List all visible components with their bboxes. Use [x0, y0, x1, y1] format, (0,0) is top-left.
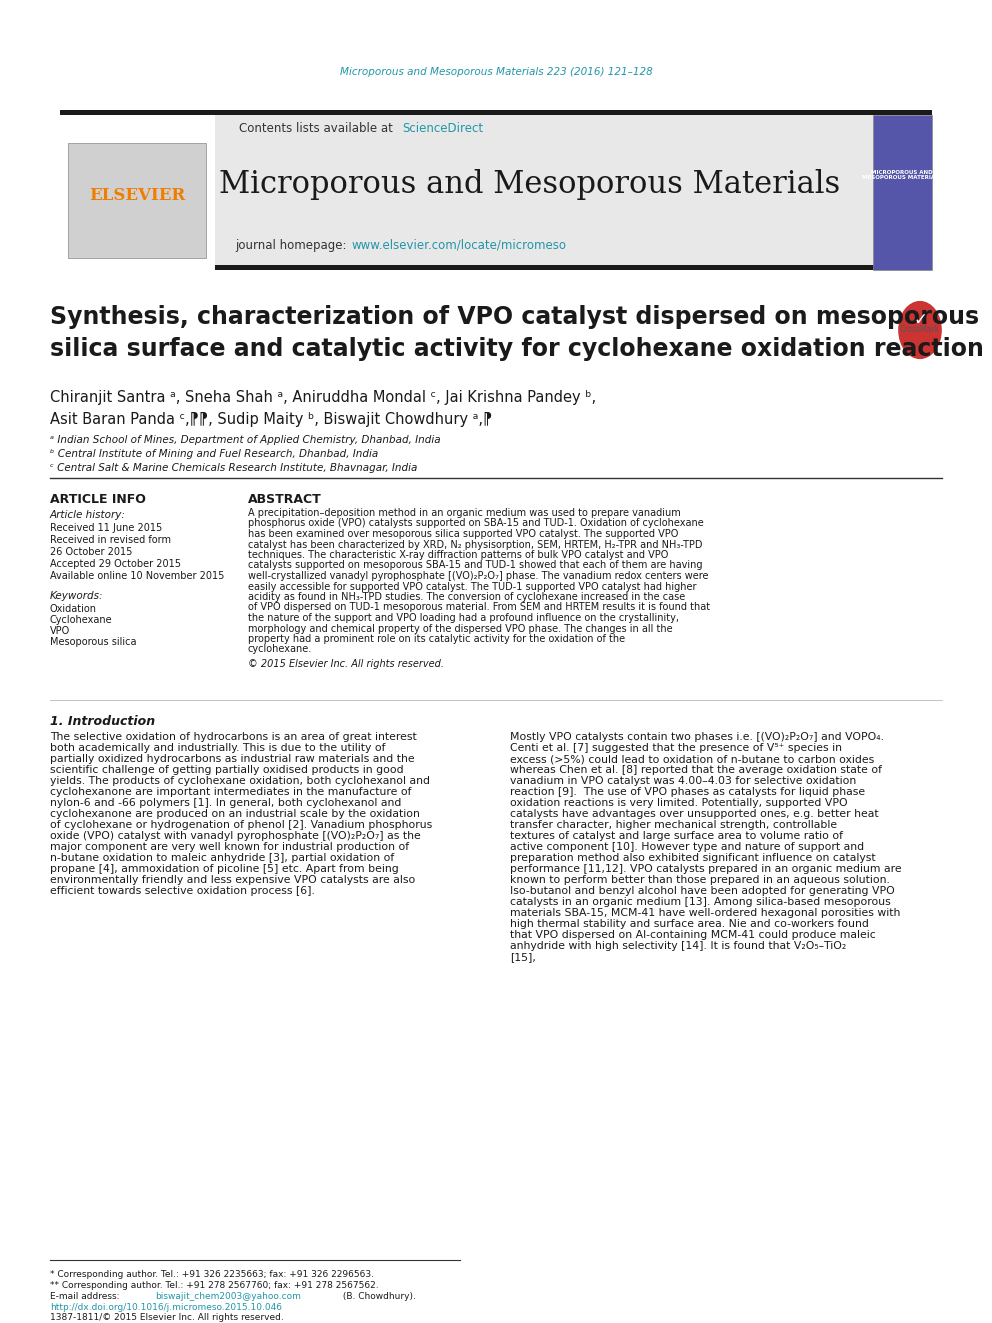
- Text: techniques. The characteristic X-ray diffraction patterns of bulk VPO catalyst a: techniques. The characteristic X-ray dif…: [248, 550, 669, 560]
- Text: propane [4], ammoxidation of picoline [5] etc. Apart from being: propane [4], ammoxidation of picoline [5…: [50, 864, 399, 875]
- Text: ✓: ✓: [913, 311, 927, 329]
- Text: A precipitation–deposition method in an organic medium was used to prepare vanad: A precipitation–deposition method in an …: [248, 508, 681, 519]
- Text: Centi et al. [7] suggested that the presence of V⁵⁺ species in: Centi et al. [7] suggested that the pres…: [510, 744, 842, 753]
- Text: ** Corresponding author. Tel.: +91 278 2567760; fax: +91 278 2567562.: ** Corresponding author. Tel.: +91 278 2…: [50, 1281, 379, 1290]
- Text: Microporous and Mesoporous Materials: Microporous and Mesoporous Materials: [219, 169, 840, 201]
- Text: cyclohexane.: cyclohexane.: [248, 644, 312, 655]
- Text: Synthesis, characterization of VPO catalyst dispersed on mesoporous
silica surfa: Synthesis, characterization of VPO catal…: [50, 306, 984, 361]
- Text: nylon-6 and -66 polymers [1]. In general, both cyclohexanol and: nylon-6 and -66 polymers [1]. In general…: [50, 798, 402, 808]
- Text: preparation method also exhibited significant influence on catalyst: preparation method also exhibited signif…: [510, 853, 876, 863]
- Text: the nature of the support and VPO loading had a profound influence on the crysta: the nature of the support and VPO loadin…: [248, 613, 679, 623]
- Text: known to perform better than those prepared in an aqueous solution.: known to perform better than those prepa…: [510, 875, 890, 885]
- Text: both academically and industrially. This is due to the utility of: both academically and industrially. This…: [50, 744, 386, 753]
- Text: catalysts supported on mesoporous SBA-15 and TUD-1 showed that each of them are : catalysts supported on mesoporous SBA-15…: [248, 561, 702, 570]
- Text: easily accessible for supported VPO catalyst. The TUD-1 supported VPO catalyst h: easily accessible for supported VPO cata…: [248, 582, 696, 591]
- Bar: [60, 110, 932, 115]
- Text: textures of catalyst and large surface area to volume ratio of: textures of catalyst and large surface a…: [510, 831, 843, 841]
- Text: www.elsevier.com/locate/micromeso: www.elsevier.com/locate/micromeso: [352, 238, 567, 251]
- Bar: [60, 265, 932, 270]
- Text: 1. Introduction: 1. Introduction: [50, 714, 155, 728]
- Text: E-mail address:: E-mail address:: [50, 1293, 122, 1301]
- Text: Mostly VPO catalysts contain two phases i.e. [(VO)₂P₂O₇] and VOPO₄.: Mostly VPO catalysts contain two phases …: [510, 732, 884, 742]
- Text: [15],: [15],: [510, 953, 536, 962]
- Bar: [60, 115, 215, 270]
- Text: MICROPOROUS AND
MESOPOROUS MATERIALS: MICROPOROUS AND MESOPOROUS MATERIALS: [862, 169, 942, 180]
- Text: Received in revised form: Received in revised form: [50, 534, 171, 545]
- Text: vanadium in VPO catalyst was 4.00–4.03 for selective oxidation: vanadium in VPO catalyst was 4.00–4.03 f…: [510, 777, 856, 786]
- Text: yields. The products of cyclohexane oxidation, both cyclohexanol and: yields. The products of cyclohexane oxid…: [50, 777, 430, 786]
- Text: cyclohexanone are produced on an industrial scale by the oxidation: cyclohexanone are produced on an industr…: [50, 808, 420, 819]
- Text: * Corresponding author. Tel.: +91 326 2235663; fax: +91 326 2296563.: * Corresponding author. Tel.: +91 326 22…: [50, 1270, 374, 1279]
- Text: acidity as found in NH₃-TPD studies. The conversion of cyclohexane increased in : acidity as found in NH₃-TPD studies. The…: [248, 591, 685, 602]
- Text: ᶜ Central Salt & Marine Chemicals Research Institute, Bhavnagar, India: ᶜ Central Salt & Marine Chemicals Resear…: [50, 463, 418, 474]
- Text: Microporous and Mesoporous Materials 223 (2016) 121–128: Microporous and Mesoporous Materials 223…: [339, 67, 653, 77]
- FancyBboxPatch shape: [60, 115, 932, 270]
- Text: Oxidation: Oxidation: [50, 605, 97, 614]
- Text: cyclohexanone are important intermediates in the manufacture of: cyclohexanone are important intermediate…: [50, 787, 412, 796]
- Text: Article history:: Article history:: [50, 509, 126, 520]
- Text: major component are very well known for industrial production of: major component are very well known for …: [50, 841, 409, 852]
- Text: n-butane oxidation to maleic anhydride [3], partial oxidation of: n-butane oxidation to maleic anhydride […: [50, 853, 394, 863]
- Text: The selective oxidation of hydrocarbons is an area of great interest: The selective oxidation of hydrocarbons …: [50, 732, 417, 742]
- Text: well-crystallized vanadyl pyrophosphate [(VO)₂P₂O₇] phase. The vanadium redox ce: well-crystallized vanadyl pyrophosphate …: [248, 572, 708, 581]
- Text: whereas Chen et al. [8] reported that the average oxidation state of: whereas Chen et al. [8] reported that th…: [510, 765, 882, 775]
- Text: high thermal stability and surface area. Nie and co-workers found: high thermal stability and surface area.…: [510, 919, 869, 929]
- Text: 1387-1811/© 2015 Elsevier Inc. All rights reserved.: 1387-1811/© 2015 Elsevier Inc. All right…: [50, 1312, 284, 1322]
- Text: http://dx.doi.org/10.1016/j.micromeso.2015.10.046: http://dx.doi.org/10.1016/j.micromeso.20…: [50, 1303, 282, 1312]
- Text: ELSEVIER: ELSEVIER: [89, 187, 186, 204]
- Text: excess (>5%) could lead to oxidation of n-butane to carbon oxides: excess (>5%) could lead to oxidation of …: [510, 754, 874, 763]
- Text: © 2015 Elsevier Inc. All rights reserved.: © 2015 Elsevier Inc. All rights reserved…: [248, 659, 444, 669]
- Text: Contents lists available at: Contents lists available at: [239, 122, 400, 135]
- Text: anhydride with high selectivity [14]. It is found that V₂O₅–TiO₂: anhydride with high selectivity [14]. It…: [510, 941, 846, 951]
- Text: property had a prominent role on its catalytic activity for the oxidation of the: property had a prominent role on its cat…: [248, 634, 625, 644]
- Text: efficient towards selective oxidation process [6].: efficient towards selective oxidation pr…: [50, 886, 314, 896]
- Text: morphology and chemical property of the dispersed VPO phase. The changes in all : morphology and chemical property of the …: [248, 623, 673, 634]
- Text: ᵃ Indian School of Mines, Department of Applied Chemistry, Dhanbad, India: ᵃ Indian School of Mines, Department of …: [50, 435, 440, 445]
- Text: Accepted 29 October 2015: Accepted 29 October 2015: [50, 560, 181, 569]
- Bar: [68, 143, 206, 258]
- Text: materials SBA-15, MCM-41 have well-ordered hexagonal porosities with: materials SBA-15, MCM-41 have well-order…: [510, 908, 901, 918]
- Text: Mesoporous silica: Mesoporous silica: [50, 636, 137, 647]
- Text: VPO: VPO: [50, 626, 70, 636]
- Text: journal homepage:: journal homepage:: [235, 238, 350, 251]
- Text: Received 11 June 2015: Received 11 June 2015: [50, 523, 163, 533]
- Bar: [873, 115, 932, 270]
- Text: that VPO dispersed on Al-containing MCM-41 could produce maleic: that VPO dispersed on Al-containing MCM-…: [510, 930, 876, 941]
- Text: ScienceDirect: ScienceDirect: [402, 122, 483, 135]
- Text: catalysts in an organic medium [13]. Among silica-based mesoporous: catalysts in an organic medium [13]. Amo…: [510, 897, 891, 908]
- Text: performance [11,12]. VPO catalysts prepared in an organic medium are: performance [11,12]. VPO catalysts prepa…: [510, 864, 902, 875]
- Circle shape: [898, 300, 941, 359]
- Text: of cyclohexane or hydrogenation of phenol [2]. Vanadium phosphorus: of cyclohexane or hydrogenation of pheno…: [50, 820, 433, 830]
- Text: Available online 10 November 2015: Available online 10 November 2015: [50, 572, 224, 581]
- Text: CrossMark: CrossMark: [900, 325, 940, 335]
- Text: environmentally friendly and less expensive VPO catalysts are also: environmentally friendly and less expens…: [50, 875, 416, 885]
- Text: phosphorus oxide (VPO) catalysts supported on SBA-15 and TUD-1. Oxidation of cyc: phosphorus oxide (VPO) catalysts support…: [248, 519, 703, 528]
- Text: of VPO dispersed on TUD-1 mesoporous material. From SEM and HRTEM results it is : of VPO dispersed on TUD-1 mesoporous mat…: [248, 602, 710, 613]
- Text: reaction [9].  The use of VPO phases as catalysts for liquid phase: reaction [9]. The use of VPO phases as c…: [510, 787, 865, 796]
- Text: Keywords:: Keywords:: [50, 591, 103, 601]
- Text: oxide (VPO) catalyst with vanadyl pyrophosphate [(VO)₂P₂O₇] as the: oxide (VPO) catalyst with vanadyl pyroph…: [50, 831, 421, 841]
- Text: partially oxidized hydrocarbons as industrial raw materials and the: partially oxidized hydrocarbons as indus…: [50, 754, 415, 763]
- Text: active component [10]. However type and nature of support and: active component [10]. However type and …: [510, 841, 864, 852]
- Text: transfer character, higher mechanical strength, controllable: transfer character, higher mechanical st…: [510, 820, 837, 830]
- Text: catalyst has been characterized by XRD, N₂ physisorption, SEM, HRTEM, H₂-TPR and: catalyst has been characterized by XRD, …: [248, 540, 702, 549]
- Text: 26 October 2015: 26 October 2015: [50, 546, 132, 557]
- Text: Chiranjit Santra ᵃ, Sneha Shah ᵃ, Aniruddha Mondal ᶜ, Jai Krishna Pandey ᵇ,
Asit: Chiranjit Santra ᵃ, Sneha Shah ᵃ, Anirud…: [50, 390, 596, 427]
- Text: ABSTRACT: ABSTRACT: [248, 493, 321, 505]
- Text: Cyclohexane: Cyclohexane: [50, 615, 113, 624]
- Text: (B. Chowdhury).: (B. Chowdhury).: [340, 1293, 416, 1301]
- Text: ARTICLE INFO: ARTICLE INFO: [50, 493, 146, 505]
- Text: biswajit_chem2003@yahoo.com: biswajit_chem2003@yahoo.com: [155, 1293, 301, 1301]
- Text: ᵇ Central Institute of Mining and Fuel Research, Dhanbad, India: ᵇ Central Institute of Mining and Fuel R…: [50, 448, 378, 459]
- Text: has been examined over mesoporous silica supported VPO catalyst. The supported V: has been examined over mesoporous silica…: [248, 529, 679, 538]
- Text: oxidation reactions is very limited. Potentially, supported VPO: oxidation reactions is very limited. Pot…: [510, 798, 847, 808]
- Text: Iso-butanol and benzyl alcohol have been adopted for generating VPO: Iso-butanol and benzyl alcohol have been…: [510, 886, 895, 896]
- Text: scientific challenge of getting partially oxidised products in good: scientific challenge of getting partiall…: [50, 765, 404, 775]
- Text: catalysts have advantages over unsupported ones, e.g. better heat: catalysts have advantages over unsupport…: [510, 808, 879, 819]
